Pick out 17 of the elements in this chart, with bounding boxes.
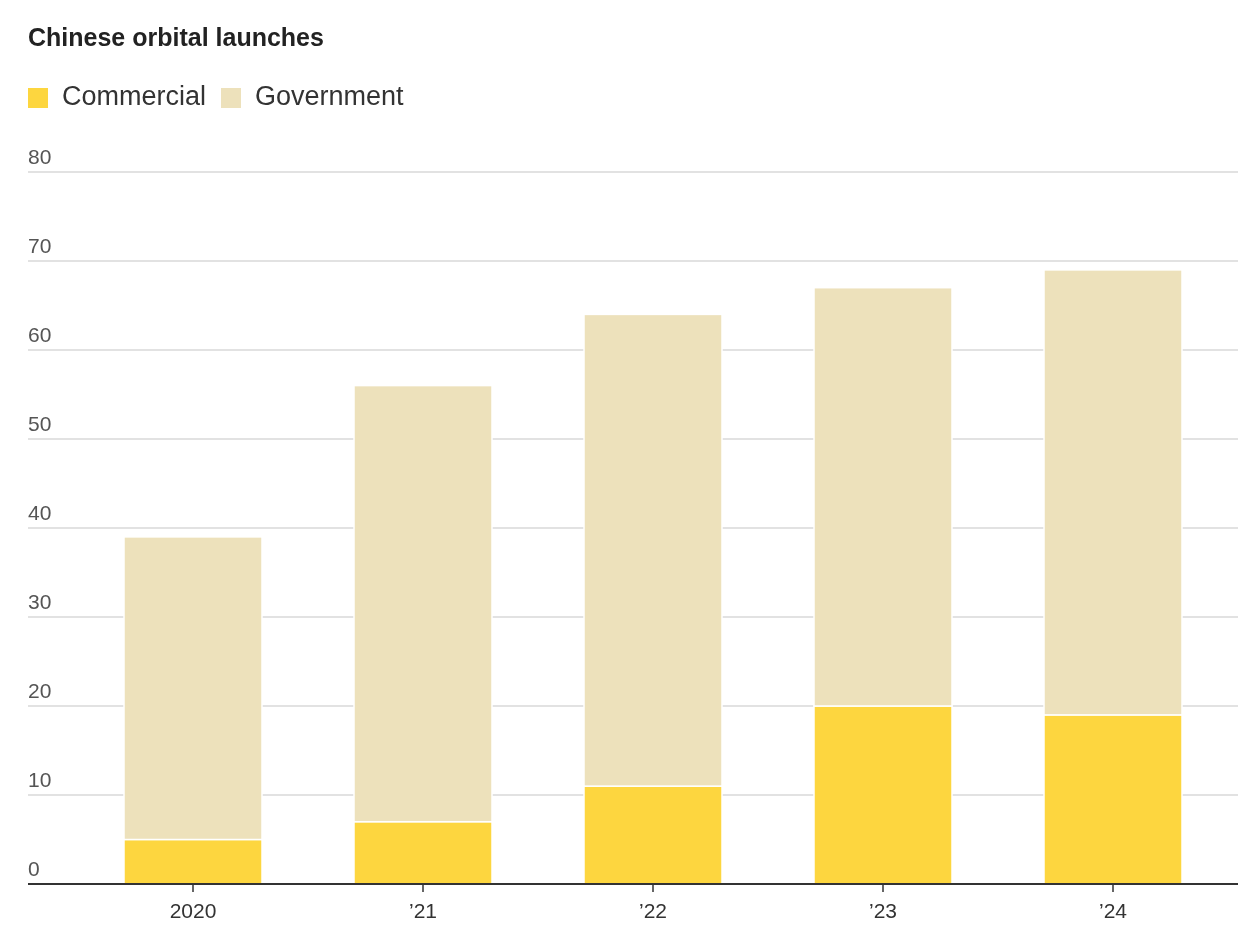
y-tick-label: 30 [28, 590, 52, 613]
y-tick-label: 20 [28, 679, 52, 702]
y-tick-label: 80 [28, 145, 52, 168]
x-tick-label: ’21 [408, 899, 438, 922]
legend-label: Government [255, 81, 405, 111]
y-tick-label: 10 [28, 768, 52, 791]
y-tick-label: 50 [28, 412, 52, 435]
x-tick-label: 2020 [169, 899, 217, 922]
x-tick-label: ’23 [868, 899, 898, 922]
y-tick-label: 40 [28, 501, 52, 524]
x-tick-label: ’22 [638, 899, 668, 922]
chart-title: Chinese orbital launches [28, 23, 324, 51]
y-tick-label: 0 [28, 857, 40, 880]
legend-label: Commercial [62, 81, 207, 111]
x-tick-label: ’24 [1098, 899, 1128, 922]
y-tick-label: 60 [28, 323, 52, 346]
y-tick-label: 70 [28, 234, 52, 257]
